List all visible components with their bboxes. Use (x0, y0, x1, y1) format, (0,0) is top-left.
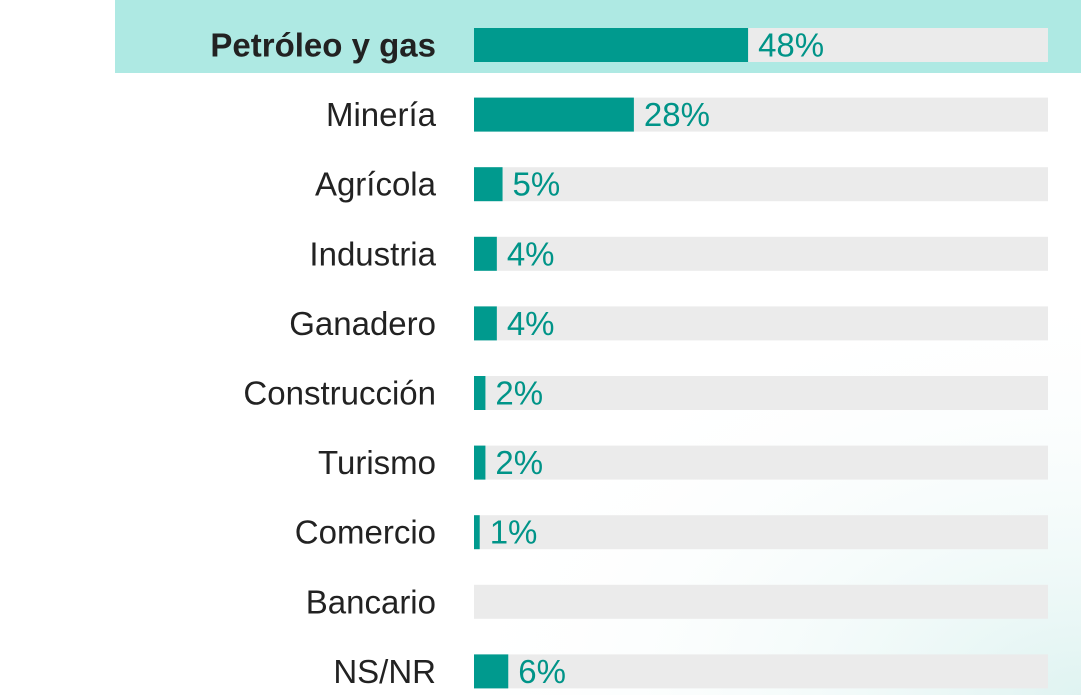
bar (474, 376, 486, 410)
category-label: Petróleo y gas (210, 27, 436, 64)
category-label: Industria (309, 235, 436, 272)
value-label: 1% (490, 514, 538, 551)
bar (474, 97, 634, 132)
value-label: 5% (513, 166, 561, 203)
value-label: 4% (507, 235, 555, 272)
category-label: Minería (326, 96, 437, 133)
value-label: 4% (507, 305, 555, 342)
bar-track (474, 376, 1048, 410)
category-label: Ganadero (289, 305, 436, 342)
category-label: Construcción (243, 375, 436, 412)
bar (474, 306, 497, 341)
bar-track (474, 584, 1048, 619)
value-label: 2% (495, 444, 543, 481)
bar (474, 167, 503, 202)
value-label: 2% (495, 375, 543, 412)
bar-track (474, 306, 1048, 341)
bar (474, 654, 509, 689)
bar-track (474, 654, 1048, 689)
category-label: Bancario (306, 583, 436, 620)
bar (474, 28, 749, 62)
value-label: 28% (644, 96, 710, 133)
category-label: Turismo (318, 444, 436, 481)
bar-track (474, 236, 1048, 271)
category-label: NS/NR (333, 653, 436, 690)
category-label: Agrícola (315, 166, 437, 203)
value-label: 6% (518, 653, 566, 690)
category-label: Comercio (295, 514, 436, 551)
bar (474, 236, 497, 271)
bar-track (474, 445, 1048, 480)
bar (474, 445, 486, 480)
value-label: 48% (758, 27, 824, 64)
bar-track (474, 167, 1048, 202)
bar (474, 515, 480, 550)
bar-track (474, 515, 1048, 550)
